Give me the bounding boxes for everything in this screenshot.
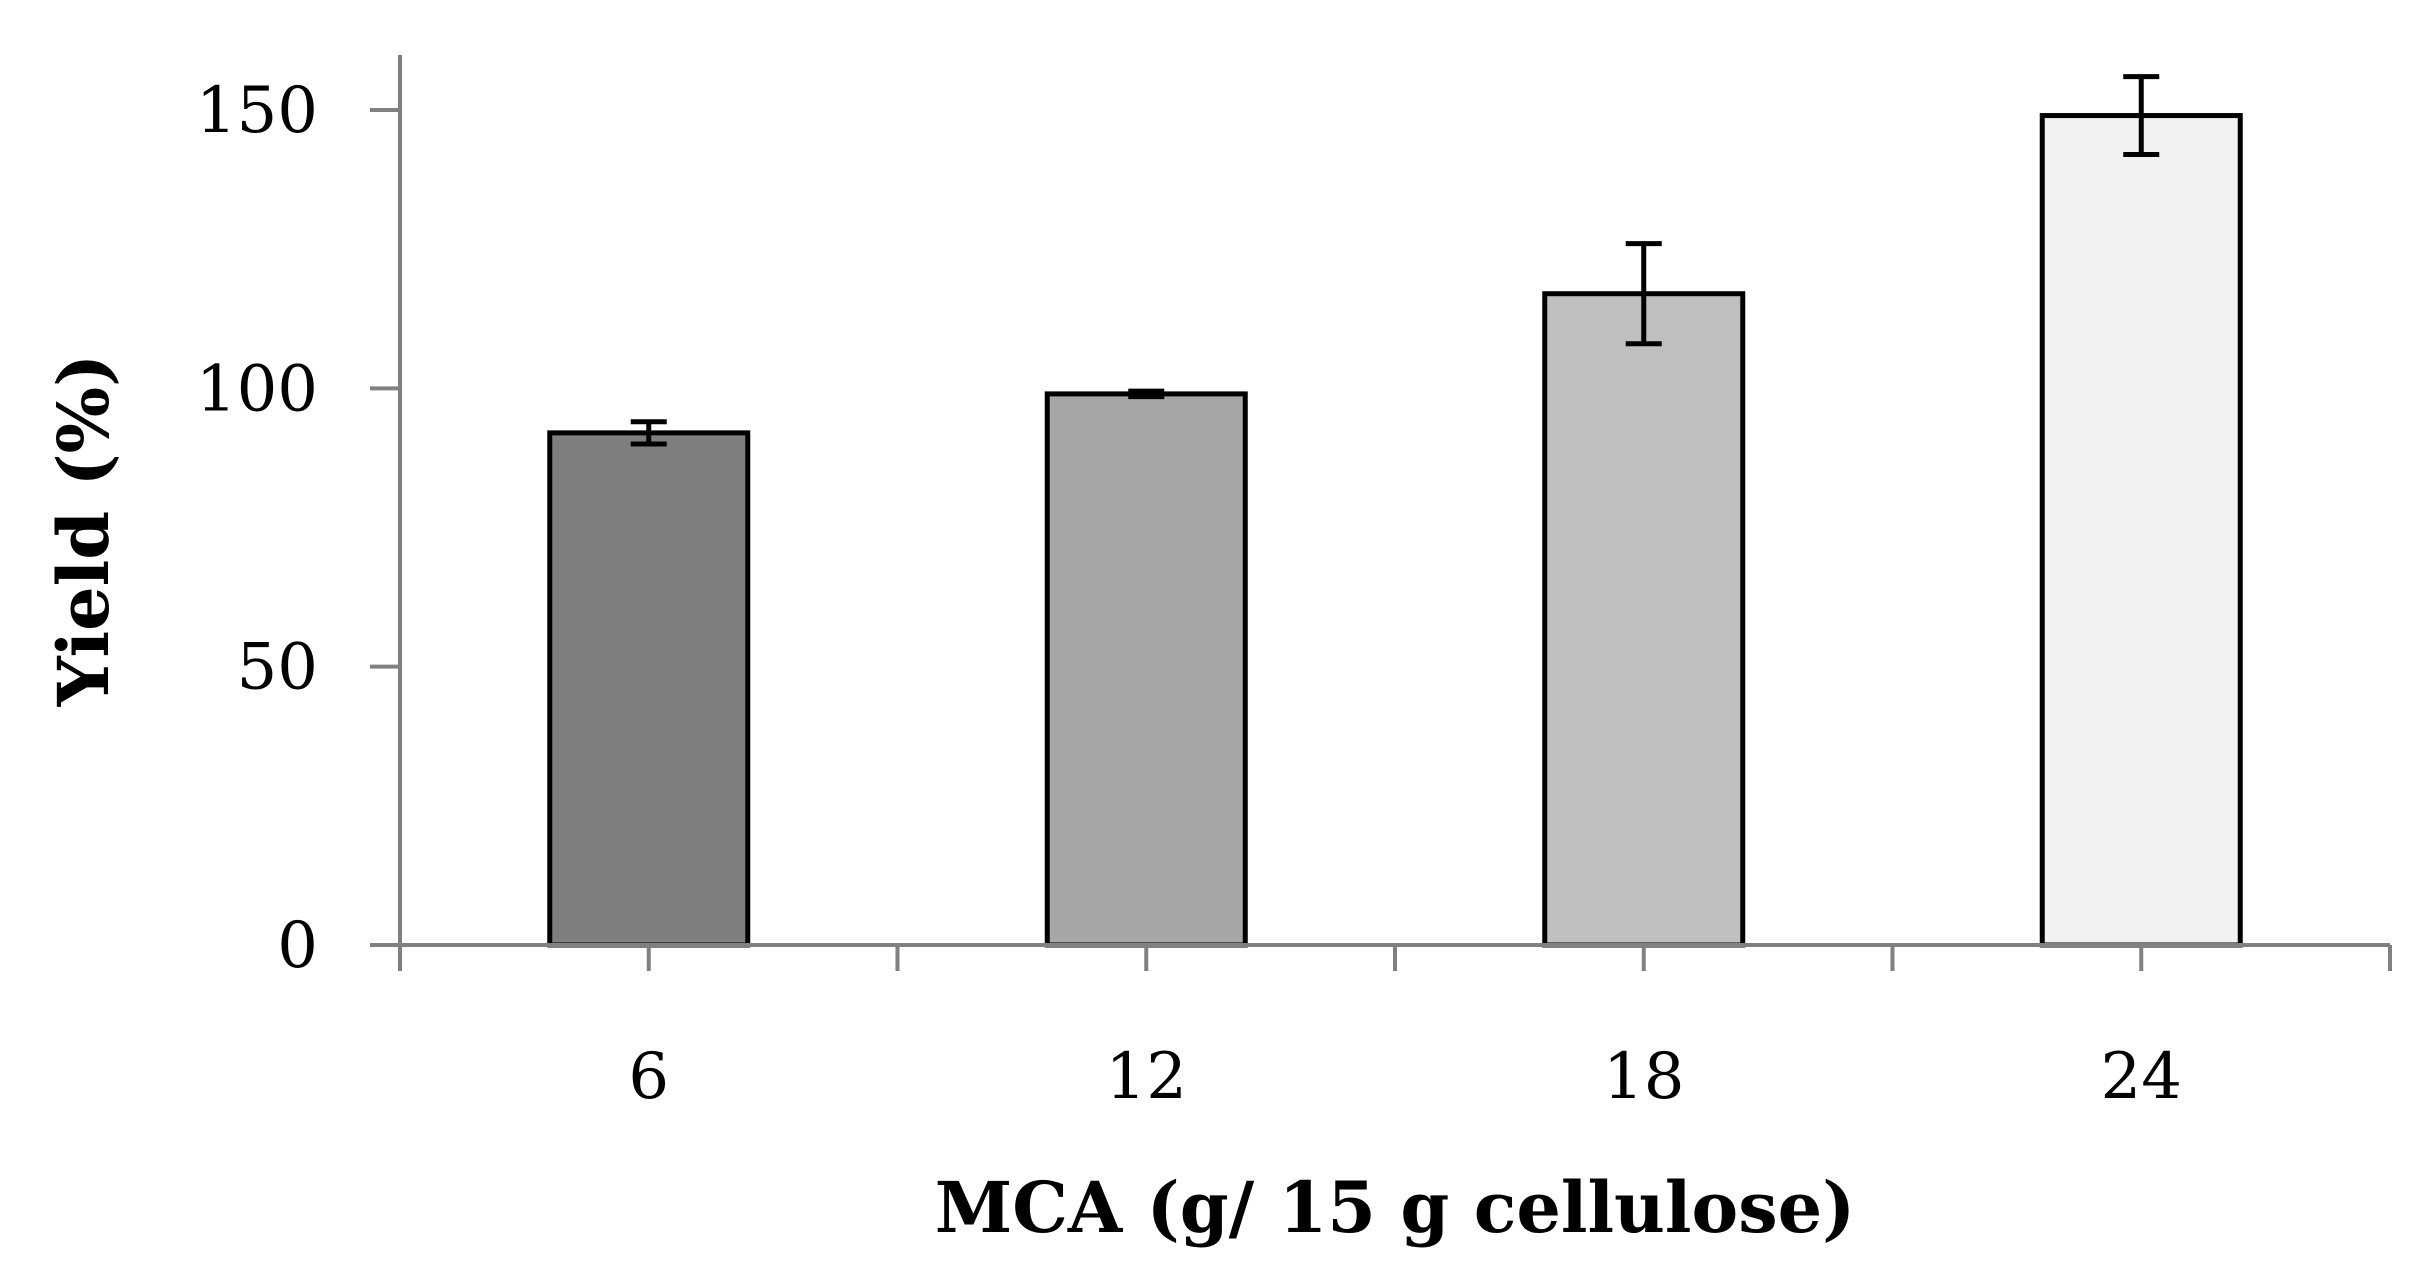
- bar-24: [2039, 113, 2243, 948]
- bar-6: [547, 430, 751, 948]
- y-tick-label: 150: [196, 74, 318, 148]
- x-tick-label: 24: [2101, 1040, 2182, 1114]
- x-ticks-layer: 6 12 18 24: [398, 945, 2392, 1114]
- x-tick-label: 18: [1603, 1040, 1684, 1114]
- bar-12: [1044, 391, 1248, 948]
- bar-18: [1542, 291, 1746, 948]
- x-tick-label: 6: [628, 1040, 669, 1114]
- y-axis-title: Yield (%): [42, 354, 125, 708]
- y-ticks-layer: 0 50 100 150: [196, 74, 400, 983]
- y-tick-label: 50: [237, 631, 318, 705]
- bars-layer: [547, 113, 2243, 948]
- x-axis-title: MCA (g/ 15 g cellulose): [935, 1166, 1856, 1249]
- y-tick-label: 0: [277, 909, 318, 983]
- x-tick-label: 12: [1106, 1040, 1187, 1114]
- y-tick-label: 100: [196, 352, 318, 426]
- error-bars-layer: [630, 74, 2160, 447]
